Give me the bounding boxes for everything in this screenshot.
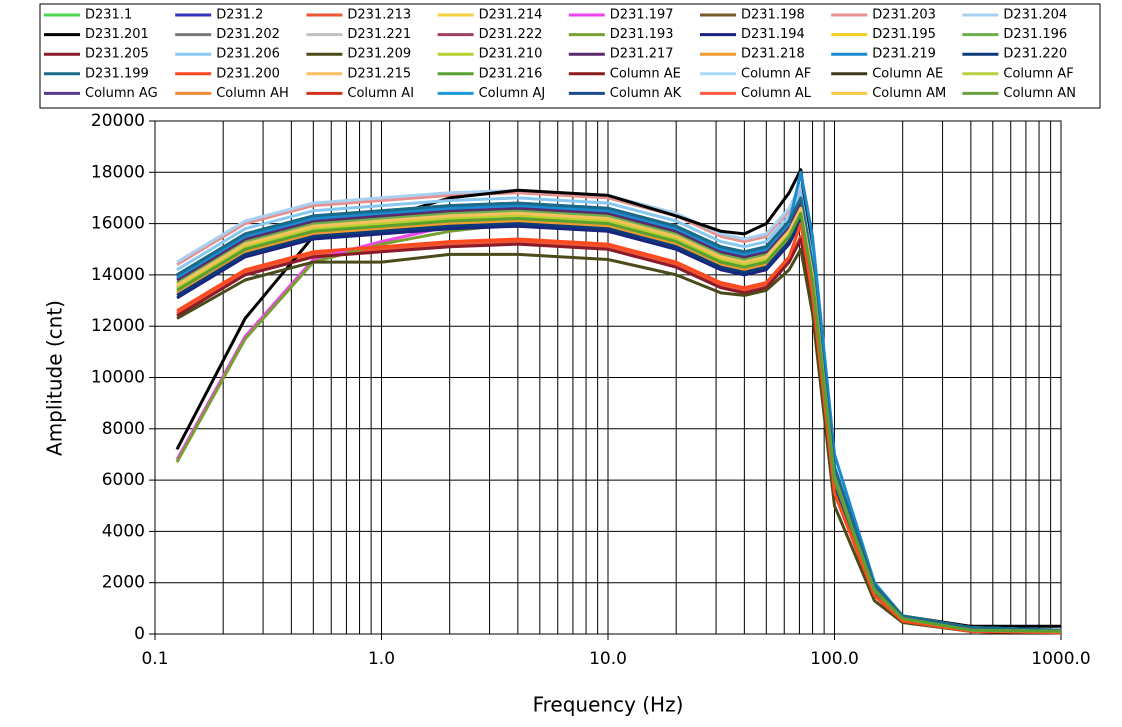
legend-label: Column AN <box>1003 86 1076 101</box>
legend-label: Column AF <box>1003 66 1073 81</box>
legend-label: D231.200 <box>216 66 280 81</box>
legend-label: Column AK <box>610 86 682 101</box>
y-tick-label: 18000 <box>91 162 145 182</box>
legend-label: Column AI <box>347 86 414 101</box>
legend-label: D231.221 <box>347 27 411 42</box>
legend-label: D231.215 <box>347 66 411 81</box>
legend-label: D231.216 <box>479 66 543 81</box>
y-tick-label: 0 <box>134 624 145 644</box>
legend-label: D231.209 <box>347 47 411 62</box>
legend-label: Column AE <box>610 66 681 81</box>
y-tick-label: 2000 <box>102 573 145 593</box>
series-line <box>176 222 1062 635</box>
plot-border <box>154 120 1062 635</box>
y-tick-label: 20000 <box>91 111 145 131</box>
legend-label: D231.202 <box>216 27 280 42</box>
x-axis-title: Frequency (Hz) <box>533 693 684 717</box>
series-line <box>176 196 1062 632</box>
legend-label: D231.203 <box>872 8 936 23</box>
legend-label: D231.214 <box>479 8 543 23</box>
series-line <box>176 247 1062 635</box>
legend-label: D231.206 <box>216 47 280 62</box>
legend-label: D231.197 <box>610 8 674 23</box>
legend-label: D231.219 <box>872 47 936 62</box>
legend-label: Column AM <box>872 86 946 101</box>
y-axis-title: Amplitude (cnt) <box>43 300 67 456</box>
legend-label: D231.198 <box>741 8 805 23</box>
legend-label: D231.210 <box>479 47 543 62</box>
legend-label: Column AG <box>85 86 158 101</box>
legend-label: D231.222 <box>479 27 543 42</box>
legend-label: D231.205 <box>85 47 149 62</box>
y-tick-label: 4000 <box>102 521 145 541</box>
y-tick-label: 8000 <box>102 419 145 439</box>
legend-label: D231.220 <box>1003 47 1067 62</box>
y-tick-label: 6000 <box>102 470 145 490</box>
legend-label: D231.1 <box>85 8 132 23</box>
x-tick-label: 10.0 <box>589 649 627 669</box>
legend-box <box>39 3 1101 109</box>
x-tick-label: 100.0 <box>810 649 859 669</box>
x-tick-label: 1000.0 <box>1031 649 1090 669</box>
legend-label: D231.201 <box>85 27 149 42</box>
legend-label: Column AF <box>741 66 811 81</box>
legend-label: D231.2 <box>216 8 263 23</box>
legend-label: D231.213 <box>347 8 411 23</box>
y-tick-label: 16000 <box>91 214 145 234</box>
legend-label: D231.193 <box>610 27 674 42</box>
legend-label: D231.196 <box>1003 27 1067 42</box>
legend-label: D231.199 <box>85 66 149 81</box>
x-tick-label: 0.1 <box>141 649 168 669</box>
series-line <box>176 211 1062 633</box>
y-tick-label: 12000 <box>91 316 145 336</box>
legend-label: Column AL <box>741 86 812 101</box>
legend-label: D231.204 <box>1003 8 1067 23</box>
y-tick-label: 10000 <box>91 368 145 388</box>
legend-label: D231.195 <box>872 27 936 42</box>
legend-label: D231.217 <box>610 47 674 62</box>
legend-label: D231.194 <box>741 27 805 42</box>
legend-label: D231.218 <box>741 47 805 62</box>
legend-label: Column AJ <box>479 86 546 101</box>
legend-label: Column AE <box>872 66 943 81</box>
x-tick-label: 1.0 <box>368 649 395 669</box>
y-tick-label: 14000 <box>91 265 145 285</box>
legend-label: Column AH <box>216 86 289 101</box>
